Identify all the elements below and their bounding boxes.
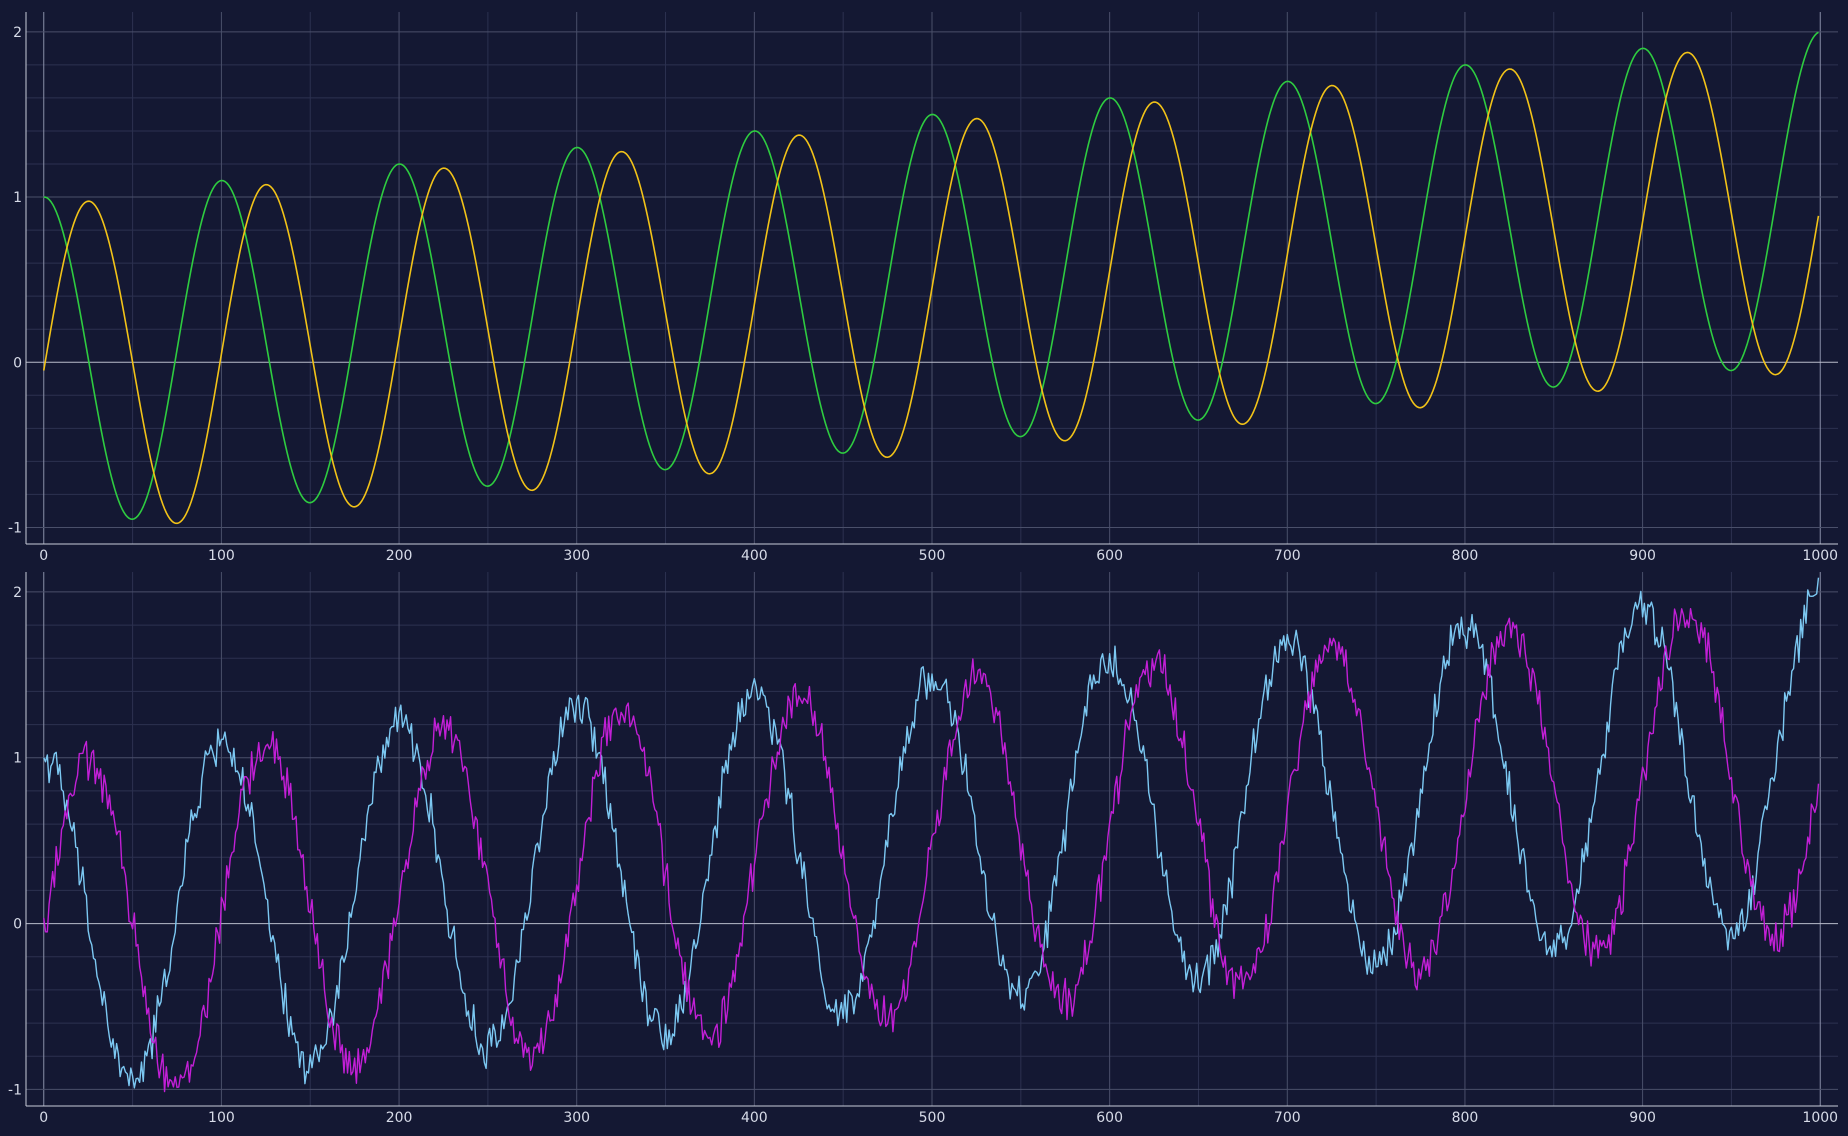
series-line-0 — [43, 31, 1819, 521]
x-tick-label: 500 — [919, 548, 946, 564]
x-tick-label: 300 — [563, 548, 590, 564]
y-tick-label: -1 — [8, 1082, 22, 1098]
y-tick-label: 1 — [13, 190, 22, 206]
x-tick-label: 200 — [386, 548, 413, 564]
x-tick-label: 800 — [1452, 1110, 1479, 1126]
x-tick-label: 100 — [208, 1110, 235, 1126]
x-tick-label: 900 — [1629, 1110, 1656, 1126]
y-tick-label: -1 — [8, 520, 22, 536]
x-tick-label: 400 — [741, 1110, 768, 1126]
x-tick-label: 1000 — [1802, 1110, 1838, 1126]
x-tick-label: 600 — [1096, 1110, 1123, 1126]
x-tick-label: 800 — [1452, 548, 1479, 564]
x-tick-label: 0 — [39, 1110, 48, 1126]
series-line-0 — [43, 577, 1820, 1089]
top-chart: 0 100 200 300 400 500 600 700 800 900 1000 -1 0 1 2 — [8, 12, 1838, 564]
x-tick-label: 100 — [208, 548, 235, 564]
x-tick-label: 0 — [39, 548, 48, 564]
x-tick-label: 500 — [919, 1110, 946, 1126]
x-tick-label: 300 — [563, 1110, 590, 1126]
y-tick-label: 2 — [13, 585, 22, 601]
x-tick-label: 1000 — [1802, 548, 1838, 564]
y-tick-label: 2 — [13, 25, 22, 41]
x-tick-label: 700 — [1274, 1110, 1301, 1126]
bottom-chart: 0 100 200 300 400 500 600 700 800 900 1000 -1 0 1 2 — [8, 572, 1838, 1126]
series-line-1 — [42, 51, 1820, 525]
y-tick-label: 0 — [13, 355, 22, 371]
x-tick-label: 400 — [741, 548, 768, 564]
x-tick-label: 700 — [1274, 548, 1301, 564]
x-tick-label: 900 — [1629, 548, 1656, 564]
series-line-1 — [43, 607, 1820, 1093]
x-tick-label: 600 — [1096, 548, 1123, 564]
x-tick-label: 200 — [386, 1110, 413, 1126]
y-tick-label: 0 — [13, 917, 22, 933]
y-tick-label: 1 — [13, 751, 22, 767]
